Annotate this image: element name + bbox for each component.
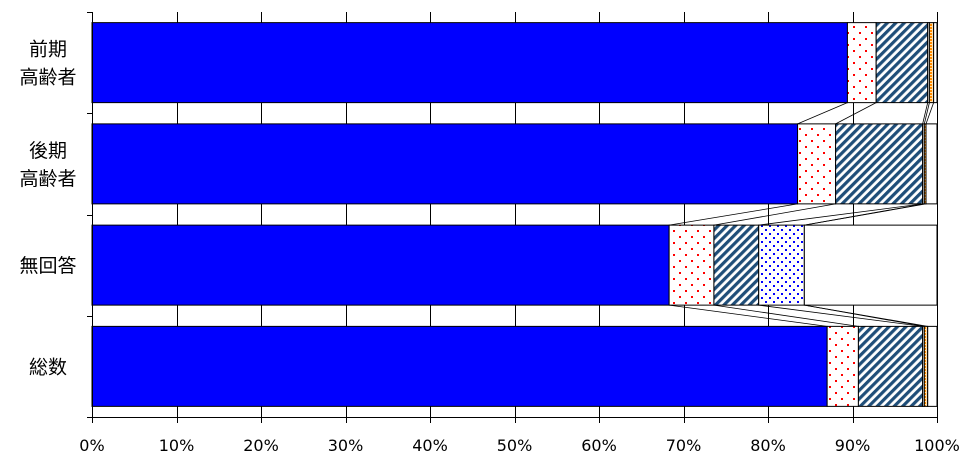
axis-layer <box>87 12 938 423</box>
x-tick-label: 0% <box>79 436 104 455</box>
category-label: 総数 <box>29 356 67 378</box>
series-connector-line <box>923 102 930 124</box>
bar-segment <box>923 325 929 407</box>
series-connector-line <box>669 304 828 327</box>
bar-segment <box>91 224 670 306</box>
bar-segment <box>91 325 828 407</box>
series-connector-line <box>835 102 877 125</box>
bar-segment <box>925 123 938 205</box>
x-tick-label: 60% <box>581 436 617 455</box>
series-connector-line <box>758 203 923 226</box>
bar-segment <box>91 22 848 104</box>
series-connector-line <box>758 304 923 327</box>
bar-segment <box>928 22 935 104</box>
x-tick-label: 50% <box>497 436 533 455</box>
series-connector-line <box>925 102 934 125</box>
bar-segment <box>797 123 837 205</box>
bar-segment <box>927 325 938 407</box>
series-connector-line <box>797 102 848 125</box>
x-tick-label: 100% <box>914 436 960 455</box>
label-layer: 0% 10% 20% 30% 40% 50% 60% 70% 80% 90% 100% 前期高齢者後期… <box>19 39 959 455</box>
category-label: 前期高齢者 <box>19 39 76 89</box>
bar-segment <box>846 22 877 104</box>
category-label: 後期高齢者 <box>19 140 76 190</box>
x-tick-label: 90% <box>835 436 871 455</box>
series-connector-line <box>922 102 929 124</box>
x-tick-label: 30% <box>328 436 364 455</box>
x-tick-label: 20% <box>243 436 279 455</box>
connector-layer <box>669 102 934 327</box>
series-connector-line <box>804 304 928 327</box>
bar-segment <box>933 22 938 104</box>
bar-segment <box>758 224 805 306</box>
bar-segment <box>857 325 924 407</box>
series-connector-line <box>713 203 836 226</box>
x-tick-label: 40% <box>412 436 448 455</box>
x-tick-label: 10% <box>159 436 195 455</box>
series-connector-line <box>713 304 859 327</box>
x-tick-label: 80% <box>750 436 786 455</box>
series-connector-line <box>804 203 927 226</box>
bar-segment <box>668 224 715 306</box>
bar-layer <box>91 22 938 407</box>
bar-segment <box>803 224 938 306</box>
bar-segment <box>875 22 929 104</box>
x-tick-label: 70% <box>666 436 702 455</box>
bar-segment <box>91 123 799 205</box>
bar-segment <box>713 224 760 306</box>
category-label: 無回答 <box>19 255 76 277</box>
bar-segment <box>826 325 859 407</box>
bar-segment <box>835 123 924 205</box>
series-connector-line <box>669 203 798 226</box>
